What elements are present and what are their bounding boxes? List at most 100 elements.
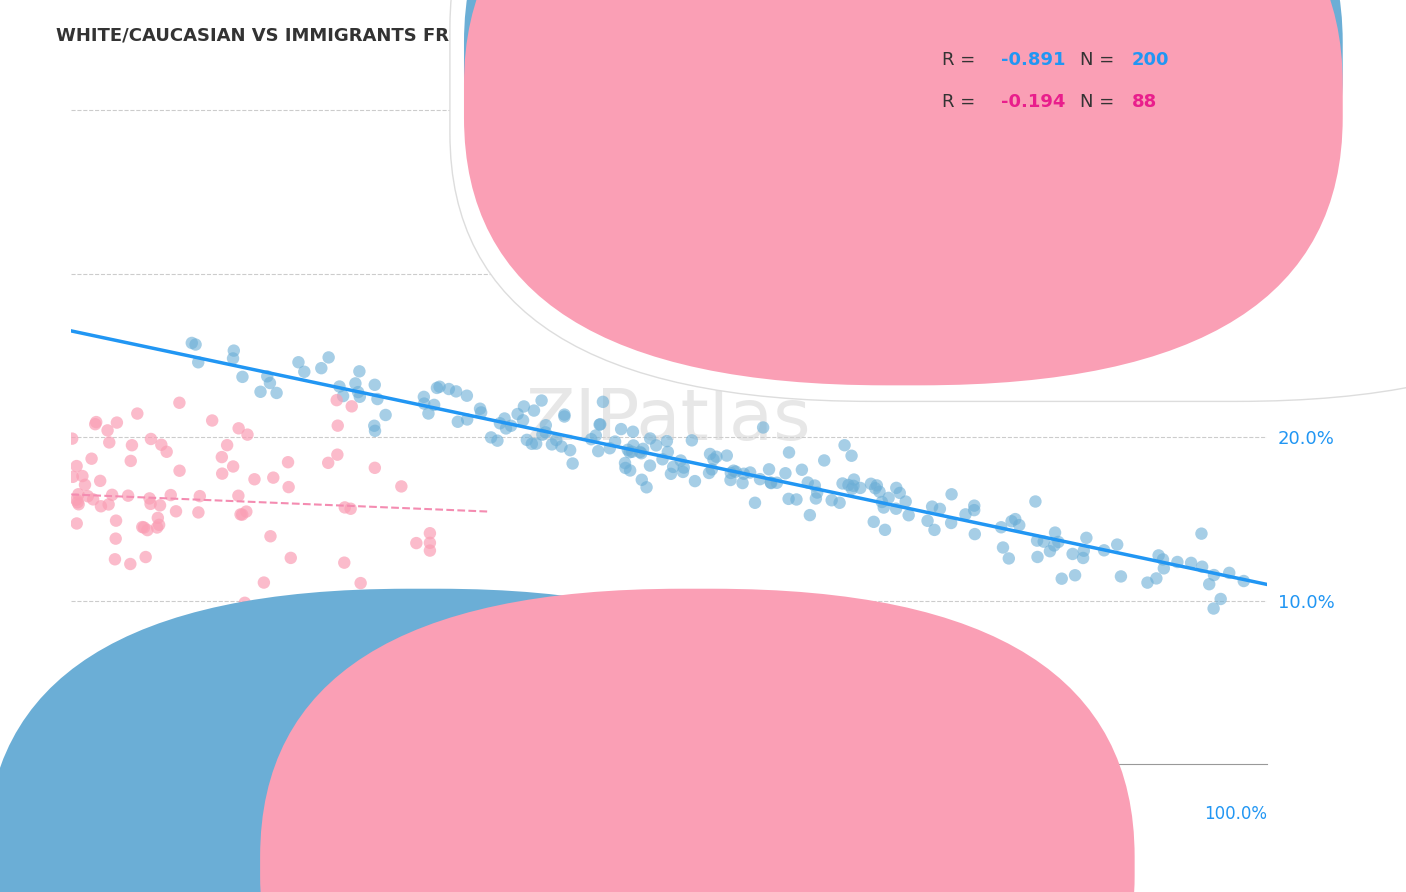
Point [599, 442, 621, 456]
Point [280, 550, 302, 565]
Point [426, 381, 449, 395]
Point [1180, 556, 1202, 570]
Point [579, 432, 602, 446]
Point [489, 417, 512, 431]
Point [149, 499, 172, 513]
Text: WHITE/CAUCASIAN VS IMMIGRANTS FROM KAZAKHSTAN POVERTY CORRELATION CHART: WHITE/CAUCASIAN VS IMMIGRANTS FROM KAZAK… [56, 27, 945, 45]
Point [211, 450, 233, 464]
Point [831, 476, 853, 491]
Point [121, 438, 143, 452]
Point [413, 396, 436, 410]
Point [1032, 534, 1054, 549]
Point [799, 508, 821, 522]
Point [603, 434, 626, 449]
Point [211, 467, 233, 481]
Point [702, 452, 724, 467]
Point [1109, 569, 1132, 583]
Point [1153, 561, 1175, 575]
Point [672, 460, 695, 475]
Point [104, 532, 127, 546]
Point [841, 482, 863, 496]
Point [806, 485, 828, 500]
Point [619, 445, 641, 459]
Point [870, 495, 893, 509]
Point [1136, 575, 1159, 590]
Point [560, 443, 582, 458]
Point [90, 500, 112, 514]
Point [662, 459, 685, 474]
Point [720, 466, 742, 480]
Point [1039, 544, 1062, 558]
Point [749, 472, 772, 486]
Point [939, 516, 962, 530]
Point [759, 476, 782, 491]
Point [418, 407, 440, 421]
Point [105, 416, 128, 430]
Point [231, 508, 253, 522]
Point [326, 448, 349, 462]
Point [1191, 559, 1213, 574]
Point [778, 491, 800, 506]
Point [866, 478, 889, 492]
Point [456, 389, 478, 403]
Point [117, 489, 139, 503]
Point [1198, 577, 1220, 591]
Point [277, 480, 299, 494]
Point [259, 529, 281, 543]
Point [316, 456, 339, 470]
Point [423, 398, 446, 412]
Point [98, 435, 121, 450]
Point [775, 467, 797, 481]
Point [470, 405, 492, 419]
Point [630, 473, 652, 487]
Point [873, 523, 896, 537]
Point [131, 520, 153, 534]
Point [873, 500, 896, 515]
Point [828, 496, 851, 510]
Point [120, 557, 142, 571]
Point [1024, 494, 1046, 508]
Point [1147, 549, 1170, 563]
Text: R =: R = [942, 93, 981, 111]
Point [444, 384, 467, 399]
Point [636, 480, 658, 494]
Point [419, 526, 441, 541]
Point [586, 444, 609, 458]
Point [364, 377, 387, 392]
Point [349, 390, 371, 404]
Point [553, 408, 575, 422]
Point [332, 389, 354, 403]
Point [1218, 566, 1240, 580]
Point [897, 508, 920, 523]
Point [631, 442, 654, 456]
Point [259, 376, 281, 390]
Point [136, 523, 159, 537]
Text: ZIPatlas: ZIPatlas [526, 386, 811, 455]
Point [231, 369, 253, 384]
Point [1026, 549, 1049, 564]
Point [733, 467, 755, 481]
Point [619, 463, 641, 477]
Point [412, 390, 434, 404]
Point [340, 400, 363, 414]
Point [592, 395, 614, 409]
Point [127, 407, 149, 421]
Point [1043, 539, 1066, 553]
Point [84, 415, 107, 429]
Text: 200: 200 [1132, 51, 1170, 69]
Point [159, 488, 181, 502]
Point [146, 520, 169, 534]
Point [479, 430, 502, 444]
Point [228, 421, 250, 435]
Point [520, 437, 543, 451]
Point [201, 413, 224, 427]
Point [311, 361, 333, 376]
Point [148, 517, 170, 532]
Point [546, 433, 568, 447]
Point [1202, 568, 1225, 582]
Text: N =: N = [1080, 51, 1119, 69]
Point [233, 596, 256, 610]
Point [72, 469, 94, 483]
Point [60, 432, 83, 446]
Point [523, 403, 546, 417]
